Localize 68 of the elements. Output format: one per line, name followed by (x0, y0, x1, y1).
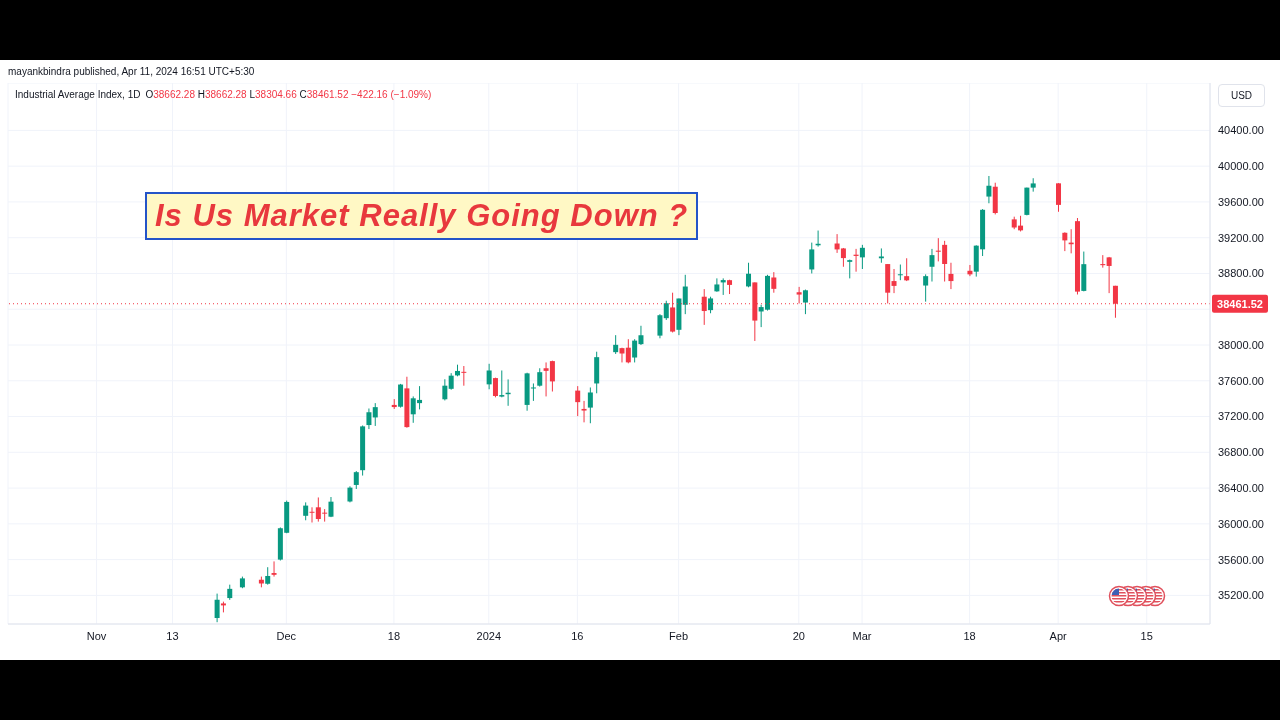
y-tick-label: 40400.00 (1218, 124, 1264, 137)
candlestick (809, 242, 815, 274)
candlestick (923, 273, 929, 303)
x-tick-label: 2024 (476, 629, 502, 642)
candlestick (398, 383, 404, 409)
candlestick (802, 289, 808, 315)
y-tick-label: 36400.00 (1218, 481, 1264, 494)
x-tick-label: Mar (852, 629, 872, 642)
candlestick (442, 378, 448, 401)
candlestick (657, 313, 663, 339)
candlestick (1106, 256, 1112, 294)
candlestick (859, 244, 865, 270)
x-tick-label: 20 (792, 629, 805, 642)
candlestick (537, 367, 543, 388)
x-tick-label: Dec (276, 629, 297, 642)
candlestick (613, 334, 619, 355)
text: Is Us Market Really Going Down ? (145, 192, 699, 240)
y-tick-label: 37600.00 (1218, 374, 1264, 387)
candlestick (948, 262, 954, 290)
candlestick (214, 593, 220, 623)
y-tick-label: 37200.00 (1218, 410, 1264, 423)
y-tick-label: 38000.00 (1218, 338, 1264, 351)
candlestick (714, 277, 720, 293)
candlestick (771, 271, 777, 294)
candlestick (461, 365, 467, 387)
candlestick (372, 402, 378, 427)
text: Industrial Average Index, 1D (15, 89, 141, 100)
x-tick-label: 18 (963, 629, 976, 642)
annotation: O38662.28 H38662.28 L38304.66 C38461.52 −422.16 (−1.09%) (145, 89, 432, 100)
candlestick (587, 386, 593, 424)
text: mayankbindra published, Apr 11, 2024 16:51 UTC+5:30 (8, 66, 255, 77)
candlestick (486, 363, 492, 390)
candlestick (878, 247, 884, 264)
y-tick-label: 36800.00 (1218, 446, 1264, 459)
candlestick (1056, 182, 1062, 213)
candlestick (581, 400, 587, 423)
ref-line-label: 38461.52 (1217, 297, 1263, 310)
x-tick-label: Nov (86, 629, 107, 642)
candlestick (499, 369, 505, 398)
candlestick (796, 286, 802, 304)
x-tick-label: 13 (166, 629, 179, 642)
x-tick-label: 15 (1140, 629, 1153, 642)
x-tick-label: Feb (669, 629, 689, 642)
text: USD (1218, 84, 1265, 107)
candlestick (929, 248, 935, 283)
candlestick (575, 385, 581, 417)
candlestick (904, 257, 910, 282)
candlestick (682, 274, 688, 315)
candlestick (271, 560, 277, 578)
candlestick (625, 338, 631, 364)
candlestick (1100, 254, 1106, 269)
candlestick (1062, 231, 1068, 252)
y-tick-label: 39200.00 (1218, 231, 1264, 244)
candlestick (986, 175, 992, 204)
y-tick-label: 35200.00 (1218, 589, 1264, 602)
candlestick (366, 407, 372, 430)
x-tick-label: Apr (1049, 629, 1068, 642)
candlestick (746, 262, 752, 288)
x-tick-label: 16 (571, 629, 584, 642)
candlestick (619, 347, 625, 363)
y-tick-label: 36000.00 (1218, 517, 1264, 530)
candlestick (891, 268, 897, 294)
candlestick (663, 300, 669, 321)
y-tick-label: 40000.00 (1218, 160, 1264, 173)
x-tick-label: 18 (387, 629, 401, 642)
y-tick-label: 35600.00 (1218, 553, 1264, 566)
y-tick-label: 39600.00 (1218, 195, 1264, 208)
y-tick-label: 38800.00 (1218, 267, 1264, 280)
